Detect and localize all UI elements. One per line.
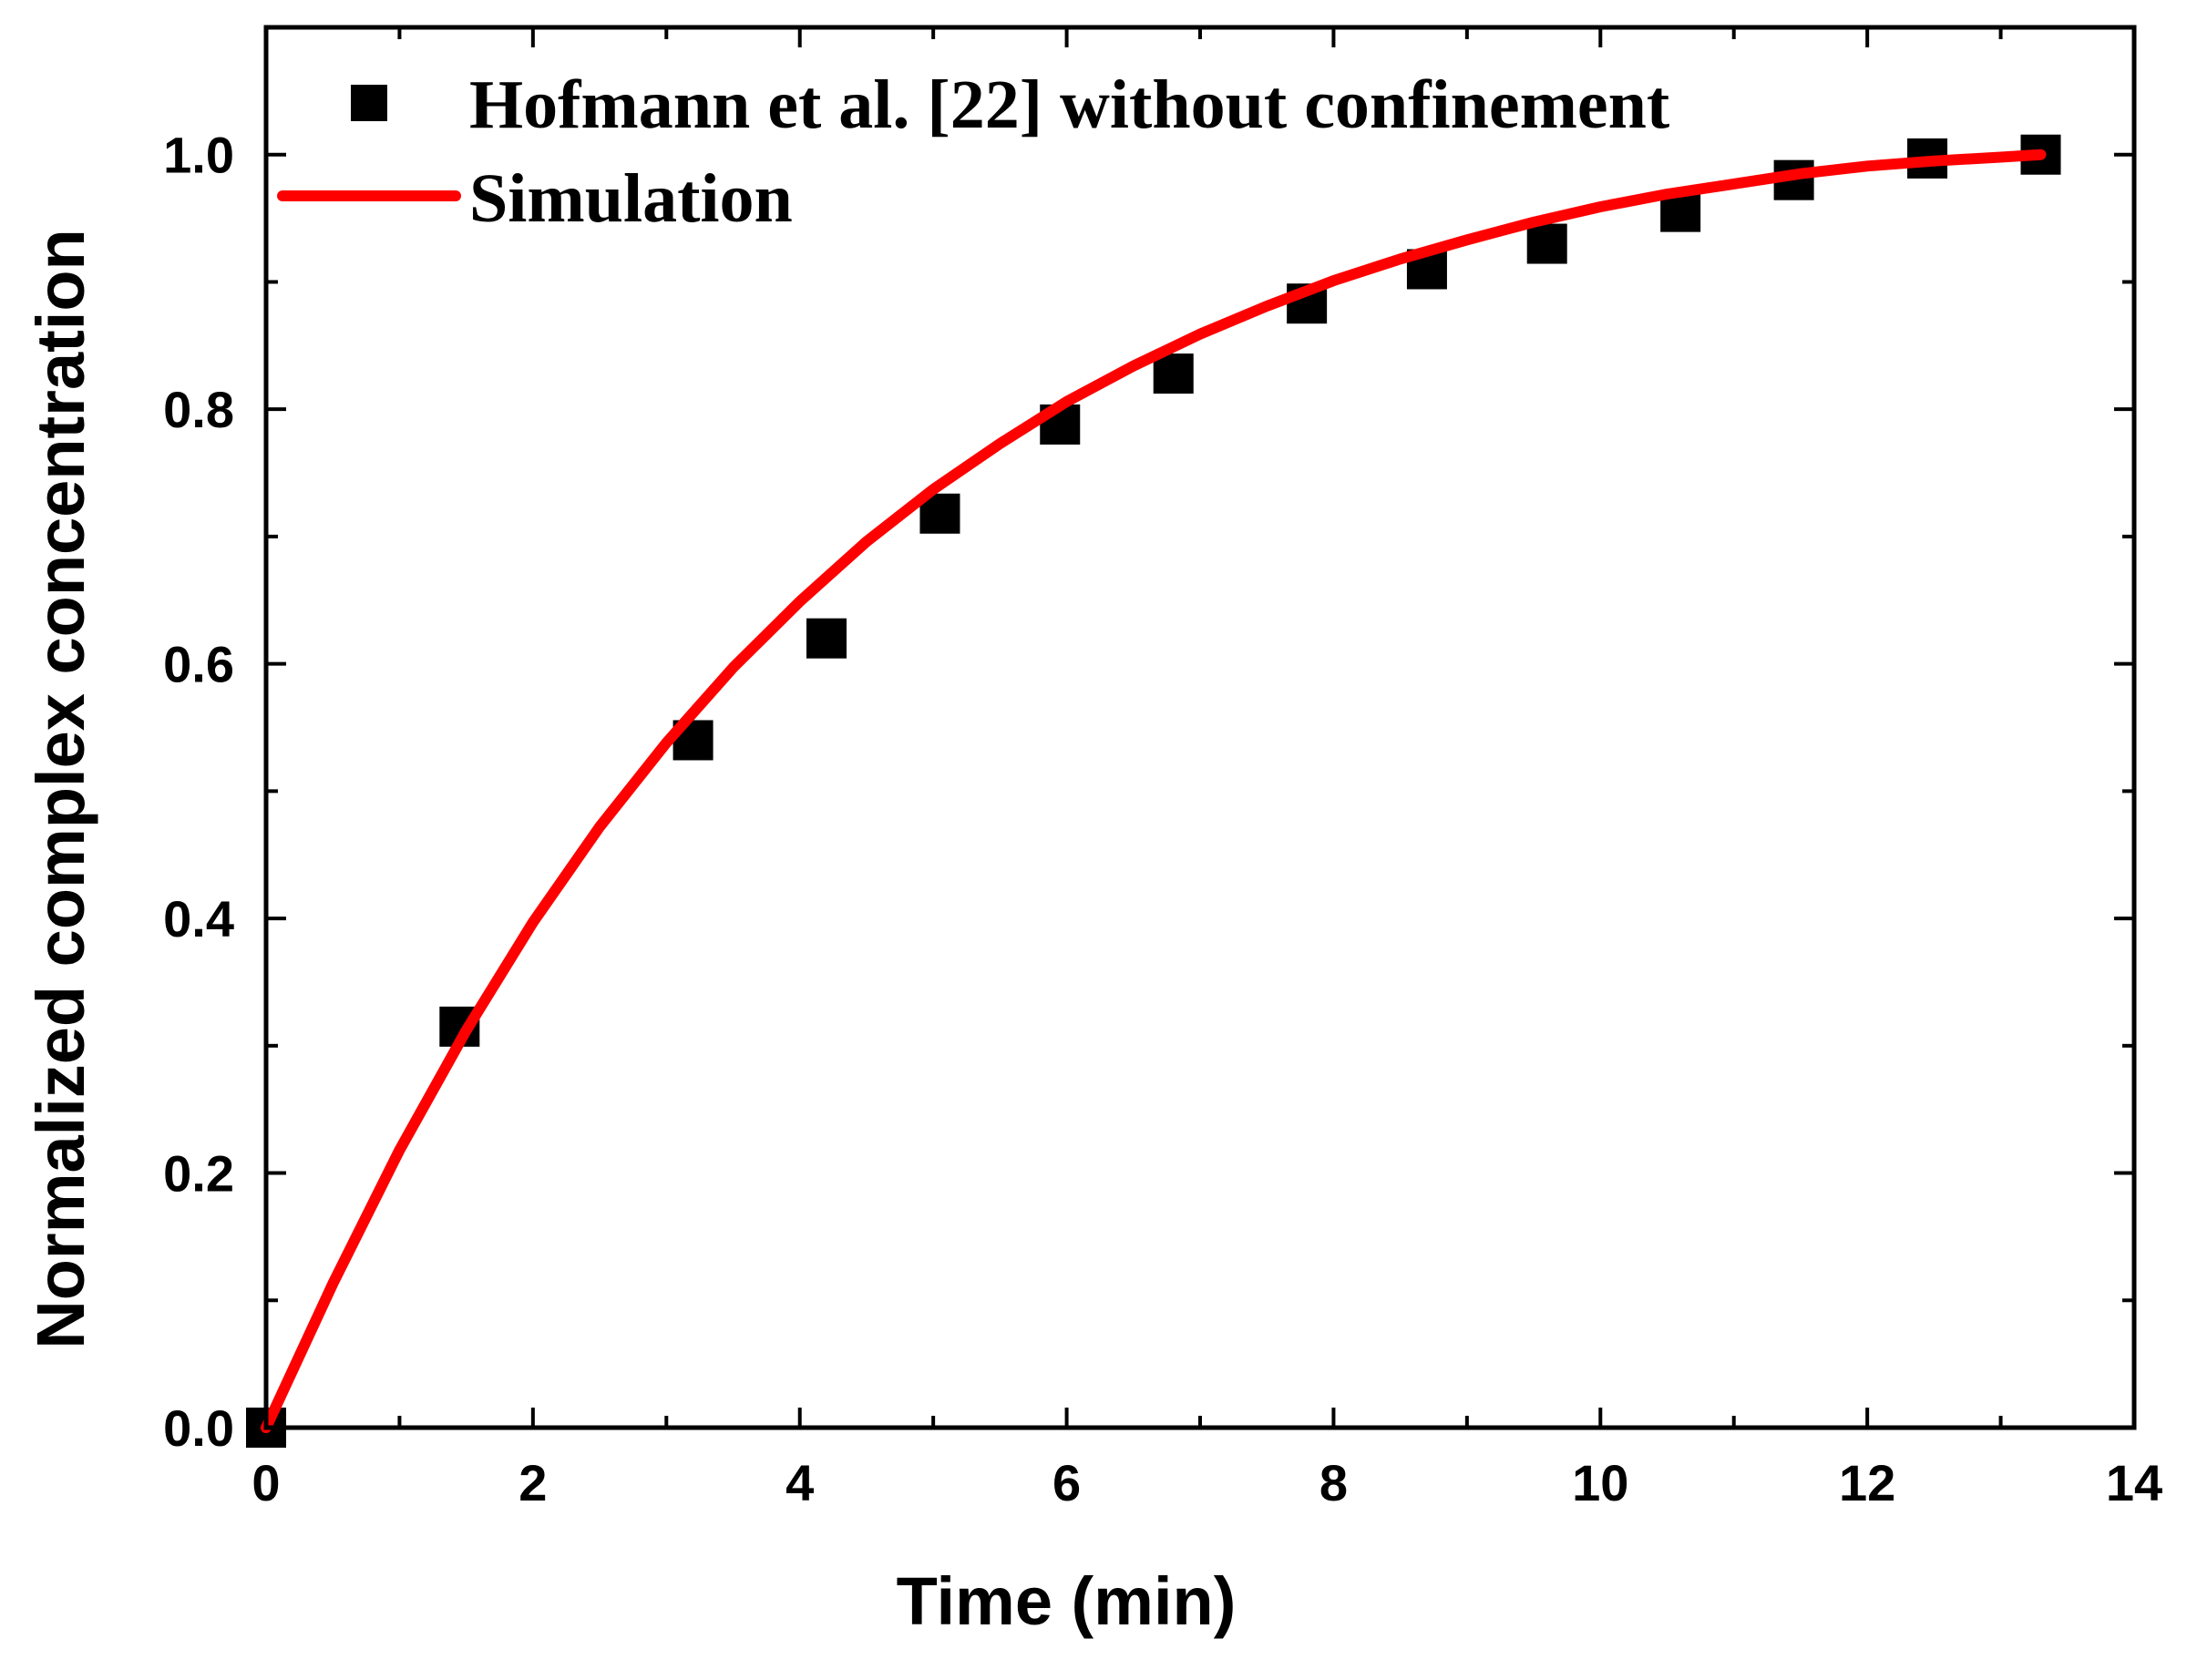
y-tick-label: 0.6 (163, 636, 234, 693)
y-tick-label: 0.8 (163, 381, 234, 438)
x-tick-label: 6 (1052, 1454, 1081, 1511)
x-tick-label: 10 (1572, 1454, 1628, 1511)
y-axis-title: Normalized complex concentration (23, 229, 98, 1349)
data-point-square (1153, 353, 1194, 394)
plot-series (246, 134, 2061, 1448)
legend: Hofmann et al. [22] without confinement … (277, 67, 1669, 237)
y-axis-ticks: 0.0 0.2 0.4 0.6 0.8 1.0 (163, 127, 2134, 1457)
legend-marker-experimental (351, 85, 387, 121)
x-tick-label: 12 (1839, 1454, 1895, 1511)
x-tick-label: 8 (1319, 1454, 1348, 1511)
x-axis-ticks: 0 2 4 6 8 10 12 14 (252, 27, 2162, 1511)
plot-frame (263, 25, 2137, 1430)
x-tick-label: 4 (785, 1454, 814, 1511)
data-point-square (1526, 223, 1567, 264)
y-tick-label: 1.0 (163, 127, 234, 184)
data-point-square (806, 618, 847, 659)
legend-label-simulation: Simulation (469, 160, 793, 237)
y-tick-label: 0.4 (163, 890, 234, 948)
x-axis-title: Time (min) (897, 1563, 1237, 1639)
x-tick-label: 14 (2106, 1454, 2162, 1511)
y-tick-label: 0.2 (163, 1145, 234, 1203)
x-tick-label: 0 (252, 1454, 280, 1511)
y-tick-label: 0.0 (163, 1399, 234, 1457)
x-tick-label: 2 (519, 1454, 547, 1511)
simulation-line (261, 149, 2047, 1433)
legend-label-experimental: Hofmann et al. [22] without confinement (469, 67, 1669, 143)
